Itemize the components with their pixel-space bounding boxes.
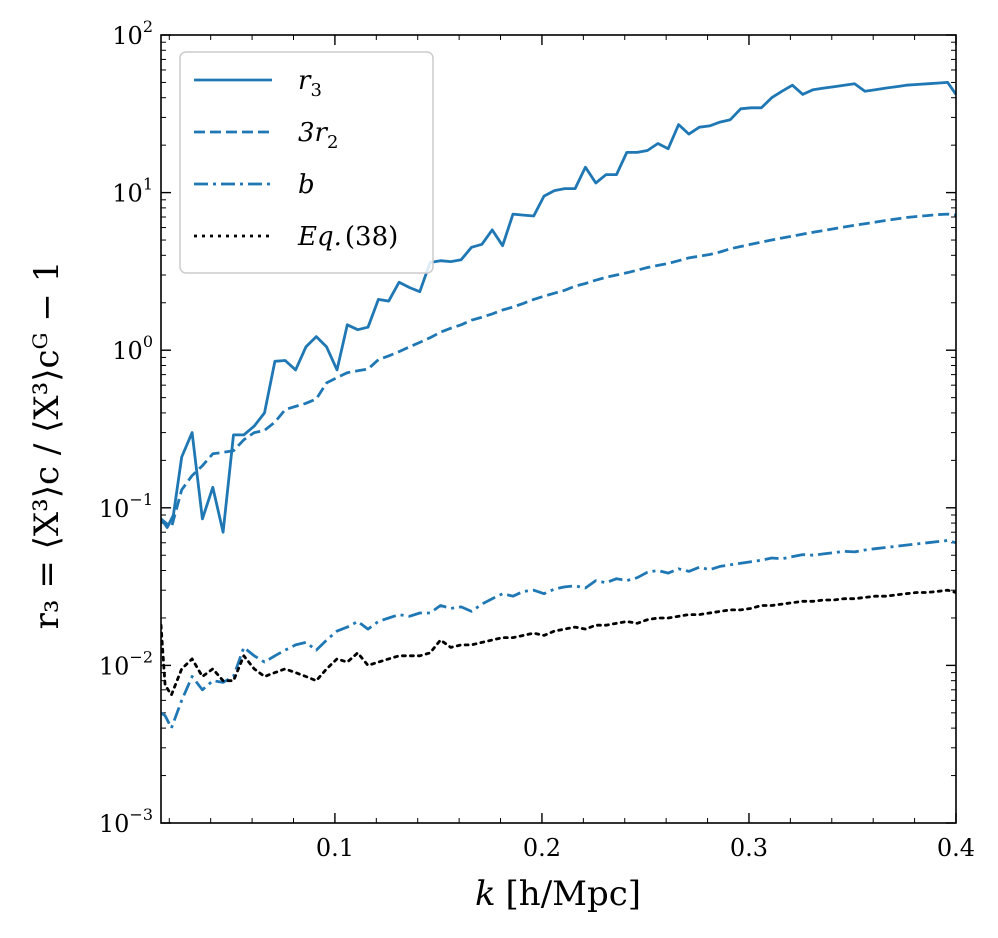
x-tick-label: 0.1 xyxy=(316,834,354,862)
x-tick-labels: 0.1 0.2 0.3 0.4 xyxy=(316,834,975,862)
y-tick-labels: 10−3 10−2 10−1 100 101 102 xyxy=(99,17,153,838)
legend-label: Eq. (38) xyxy=(297,222,398,252)
x-tick-label: 0.3 xyxy=(730,834,768,862)
series-line-3r2 xyxy=(161,212,956,529)
series-line-eq38 xyxy=(161,588,956,697)
x-tick-label: 0.4 xyxy=(937,834,975,862)
legend: r3 3r2 b Eq. (38) xyxy=(179,51,434,274)
series-line-b xyxy=(161,539,956,730)
y-tick-label: 10−3 xyxy=(99,805,153,838)
legend-label: 3r2 xyxy=(298,118,338,153)
y-tick-label: 102 xyxy=(112,17,153,50)
series-line-r3 xyxy=(161,81,956,534)
y-tick-label: 101 xyxy=(112,175,153,208)
y-tick-label: 10−1 xyxy=(99,490,153,523)
series-layer xyxy=(161,81,956,730)
minor-ticks xyxy=(161,35,956,823)
x-axis-label: k [h/Mpc] xyxy=(475,874,641,914)
y-tick-label: 10−2 xyxy=(99,647,153,680)
legend-frame xyxy=(179,51,434,274)
plot-frame xyxy=(160,34,957,824)
y-axis-label: r₃ = ⟨X³⟩c / ⟨X³⟩cᴳ − 1 xyxy=(27,261,67,630)
legend-label: b xyxy=(298,170,315,200)
legend-label: r3 xyxy=(298,66,322,101)
y-tick-label: 100 xyxy=(112,332,153,365)
x-tick-label: 0.2 xyxy=(523,834,561,862)
